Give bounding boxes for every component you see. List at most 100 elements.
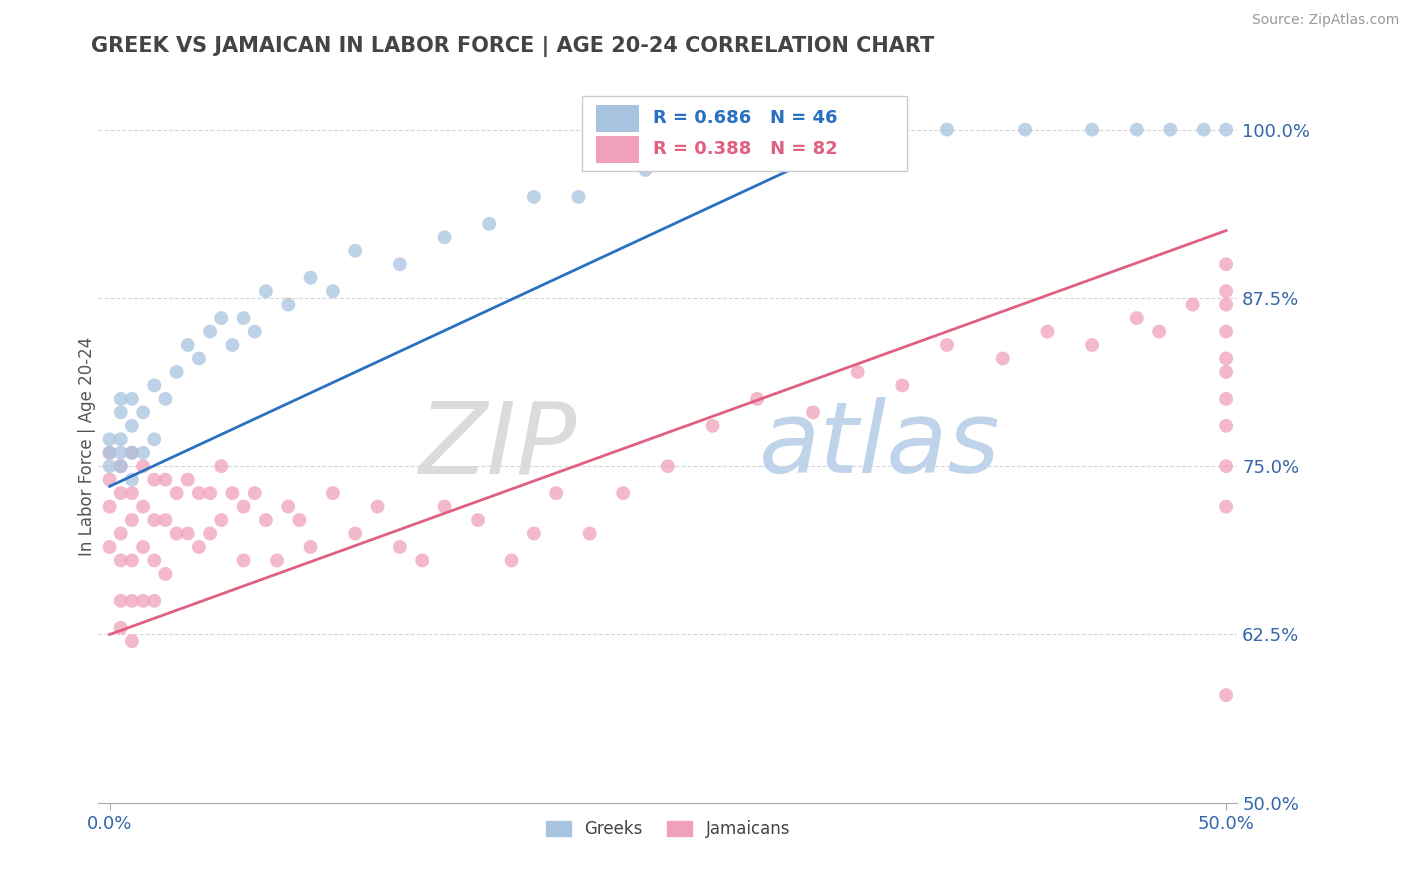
Greeks: [567, 190, 589, 204]
Jamaicans: [232, 500, 254, 514]
Jamaicans: [254, 513, 277, 527]
Greeks: [858, 122, 880, 136]
Greeks: [177, 338, 200, 352]
Jamaicans: [1215, 459, 1237, 474]
Jamaicans: [747, 392, 769, 406]
Jamaicans: [612, 486, 634, 500]
Jamaicans: [209, 513, 232, 527]
Jamaicans: [198, 486, 221, 500]
Greeks: [121, 392, 143, 406]
Jamaicans: [209, 459, 232, 474]
Jamaicans: [166, 486, 188, 500]
Jamaicans: [1215, 284, 1237, 298]
Jamaicans: [1181, 298, 1204, 312]
Jamaicans: [1215, 257, 1237, 271]
Jamaicans: [110, 594, 132, 608]
Greeks: [1081, 122, 1104, 136]
Greeks: [143, 378, 166, 392]
Jamaicans: [177, 526, 200, 541]
Greeks: [110, 459, 132, 474]
Greeks: [713, 149, 735, 163]
Greeks: [1159, 122, 1181, 136]
Jamaicans: [1215, 365, 1237, 379]
Text: atlas: atlas: [759, 398, 1001, 494]
Greeks: [388, 257, 411, 271]
Greeks: [1014, 122, 1036, 136]
Jamaicans: [110, 486, 132, 500]
Jamaicans: [1215, 418, 1237, 433]
Greeks: [110, 405, 132, 419]
Text: ZIP: ZIP: [419, 398, 576, 494]
Jamaicans: [657, 459, 679, 474]
Jamaicans: [1081, 338, 1104, 352]
Greeks: [1215, 122, 1237, 136]
Greeks: [166, 365, 188, 379]
Jamaicans: [155, 513, 177, 527]
Jamaicans: [1215, 298, 1237, 312]
Greeks: [110, 392, 132, 406]
Jamaicans: [98, 446, 121, 460]
Jamaicans: [121, 634, 143, 648]
Greeks: [110, 446, 132, 460]
Text: R = 0.388   N = 82: R = 0.388 N = 82: [652, 140, 838, 158]
Jamaicans: [143, 553, 166, 567]
Greeks: [143, 432, 166, 446]
Greeks: [936, 122, 959, 136]
Text: R = 0.686   N = 46: R = 0.686 N = 46: [652, 110, 838, 128]
Jamaicans: [846, 365, 869, 379]
Greeks: [322, 284, 344, 298]
Jamaicans: [143, 513, 166, 527]
Jamaicans: [143, 594, 166, 608]
Jamaicans: [523, 526, 546, 541]
Greeks: [132, 405, 155, 419]
Greeks: [110, 432, 132, 446]
Greeks: [98, 446, 121, 460]
Greeks: [98, 459, 121, 474]
Jamaicans: [132, 500, 155, 514]
Jamaicans: [433, 500, 456, 514]
FancyBboxPatch shape: [596, 136, 640, 162]
Jamaicans: [132, 594, 155, 608]
Greeks: [155, 392, 177, 406]
Jamaicans: [166, 526, 188, 541]
Jamaicans: [299, 540, 322, 554]
Jamaicans: [110, 553, 132, 567]
Jamaicans: [1215, 688, 1237, 702]
Greeks: [198, 325, 221, 339]
Text: GREEK VS JAMAICAN IN LABOR FORCE | AGE 20-24 CORRELATION CHART: GREEK VS JAMAICAN IN LABOR FORCE | AGE 2…: [91, 36, 935, 57]
Greeks: [768, 136, 790, 150]
Jamaicans: [121, 594, 143, 608]
Jamaicans: [501, 553, 523, 567]
Jamaicans: [121, 486, 143, 500]
Jamaicans: [388, 540, 411, 554]
Jamaicans: [155, 473, 177, 487]
Greeks: [121, 418, 143, 433]
Legend: Greeks, Jamaicans: Greeks, Jamaicans: [538, 814, 797, 845]
Jamaicans: [1215, 392, 1237, 406]
Jamaicans: [411, 553, 433, 567]
Jamaicans: [187, 486, 209, 500]
Jamaicans: [277, 500, 299, 514]
Jamaicans: [232, 553, 254, 567]
Greeks: [344, 244, 367, 258]
Jamaicans: [132, 540, 155, 554]
Greeks: [132, 446, 155, 460]
Greeks: [254, 284, 277, 298]
Jamaicans: [322, 486, 344, 500]
Greeks: [277, 298, 299, 312]
Jamaicans: [546, 486, 568, 500]
Jamaicans: [132, 459, 155, 474]
Jamaicans: [198, 526, 221, 541]
Jamaicans: [243, 486, 266, 500]
Greeks: [478, 217, 501, 231]
FancyBboxPatch shape: [582, 96, 907, 171]
Jamaicans: [155, 566, 177, 581]
Jamaicans: [1147, 325, 1170, 339]
Greeks: [232, 311, 254, 326]
Greeks: [634, 163, 657, 178]
Jamaicans: [110, 621, 132, 635]
Greeks: [433, 230, 456, 244]
Jamaicans: [1126, 311, 1149, 326]
Greeks: [299, 270, 322, 285]
Jamaicans: [143, 473, 166, 487]
